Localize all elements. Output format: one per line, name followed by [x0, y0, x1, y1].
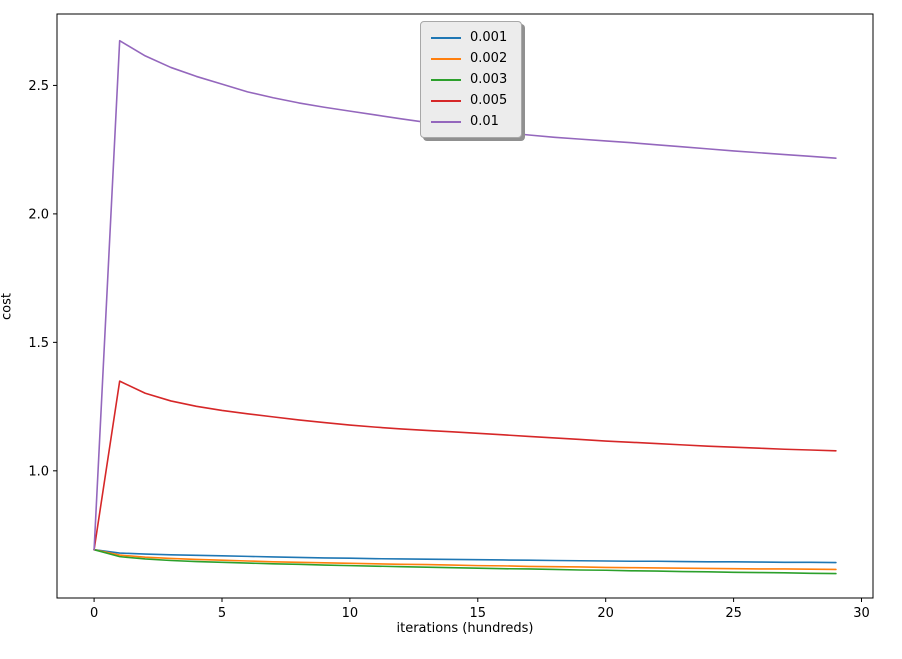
legend-line-sample-icon [431, 99, 461, 102]
legend-line-sample-icon [431, 120, 461, 123]
legend-entry-label: 0.001 [470, 30, 508, 45]
legend-entry: 0.002 [431, 48, 511, 69]
series-line-0.005 [93, 380, 837, 551]
legend-entry: 0.001 [431, 27, 511, 48]
legend-entry: 0.003 [431, 69, 511, 90]
y-tick-label: 2.0 [28, 207, 49, 222]
x-tick-label: 0 [90, 606, 98, 621]
legend-entry: 0.01 [431, 111, 511, 132]
series-line-0.001 [93, 548, 837, 564]
series-line-0.003 [93, 548, 837, 575]
x-tick-label: 5 [218, 606, 226, 621]
legend-line-sample-icon [431, 36, 461, 39]
legend-line-sample-icon [431, 78, 461, 81]
y-tick-label: 2.5 [28, 79, 49, 94]
x-tick-label: 15 [470, 606, 487, 621]
x-tick-label: 25 [725, 606, 742, 621]
legend: 0.001 0.002 0.003 0.005 0.01 [420, 21, 523, 138]
y-tick-label: 1.5 [28, 336, 49, 351]
plot-frame [56, 13, 874, 599]
legend-entry-label: 0.003 [470, 72, 508, 87]
x-tick-label: 20 [597, 606, 614, 621]
x-axis-label: iterations (hundreds) [396, 621, 534, 636]
legend-entry-label: 0.002 [470, 51, 508, 66]
legend-entry: 0.005 [431, 90, 511, 111]
legend-entry-label: 0.005 [470, 93, 508, 108]
legend-line-sample-icon [431, 57, 461, 60]
x-tick-label: 10 [342, 606, 359, 621]
legend-entry-label: 0.01 [470, 114, 499, 129]
y-tick-label: 1.0 [28, 464, 49, 479]
x-tick-label: 30 [853, 606, 870, 621]
series-line-0.002 [93, 548, 837, 571]
y-axis-label: cost [0, 293, 15, 320]
